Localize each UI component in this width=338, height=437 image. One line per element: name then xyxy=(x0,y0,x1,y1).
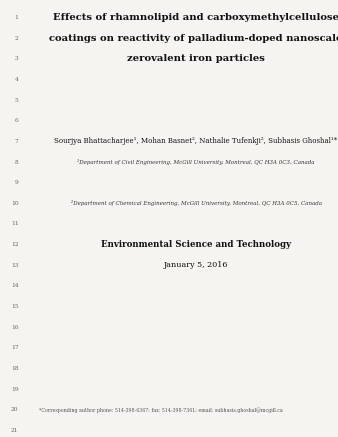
Text: 7: 7 xyxy=(15,139,19,144)
Text: 16: 16 xyxy=(11,325,19,329)
Text: January 5, 2016: January 5, 2016 xyxy=(164,261,228,269)
Text: ²Department of Chemical Engineering, McGill University, Montreal, QC H3A 0C5, Ca: ²Department of Chemical Engineering, McG… xyxy=(71,200,321,206)
Text: 19: 19 xyxy=(11,387,19,392)
Text: 10: 10 xyxy=(11,201,19,206)
Text: 12: 12 xyxy=(11,242,19,247)
Text: 6: 6 xyxy=(15,118,19,123)
Text: *Corresponding author phone: 514-398-6367; fax: 514-398-7361; email: subhasis.gh: *Corresponding author phone: 514-398-636… xyxy=(39,407,283,413)
Text: 5: 5 xyxy=(15,97,19,103)
Text: coatings on reactivity of palladium-doped nanoscale: coatings on reactivity of palladium-dope… xyxy=(49,34,338,43)
Text: Environmental Science and Technology: Environmental Science and Technology xyxy=(101,240,291,249)
Text: 4: 4 xyxy=(15,77,19,82)
Text: Sourjya Bhattacharjee¹, Mohan Basnet², Nathalie Tufenkji², Subhasis Ghoshal¹*: Sourjya Bhattacharjee¹, Mohan Basnet², N… xyxy=(54,137,338,146)
Text: Effects of rhamnolipid and carboxymethylcellulose: Effects of rhamnolipid and carboxymethyl… xyxy=(53,13,338,22)
Text: 9: 9 xyxy=(15,180,19,185)
Text: zerovalent iron particles: zerovalent iron particles xyxy=(127,54,265,63)
Text: ¹Department of Civil Engineering, McGill University, Montreal, QC H3A 0C3, Canad: ¹Department of Civil Engineering, McGill… xyxy=(77,159,315,165)
Text: 18: 18 xyxy=(11,366,19,371)
Text: 15: 15 xyxy=(11,304,19,309)
Text: 1: 1 xyxy=(15,15,19,20)
Text: 21: 21 xyxy=(11,428,19,433)
Text: 20: 20 xyxy=(11,407,19,412)
Text: 17: 17 xyxy=(11,345,19,350)
Text: 11: 11 xyxy=(11,222,19,226)
Text: 13: 13 xyxy=(11,263,19,268)
Text: 8: 8 xyxy=(15,160,19,164)
Text: 2: 2 xyxy=(15,36,19,41)
Text: 3: 3 xyxy=(15,56,19,61)
Text: 14: 14 xyxy=(11,284,19,288)
